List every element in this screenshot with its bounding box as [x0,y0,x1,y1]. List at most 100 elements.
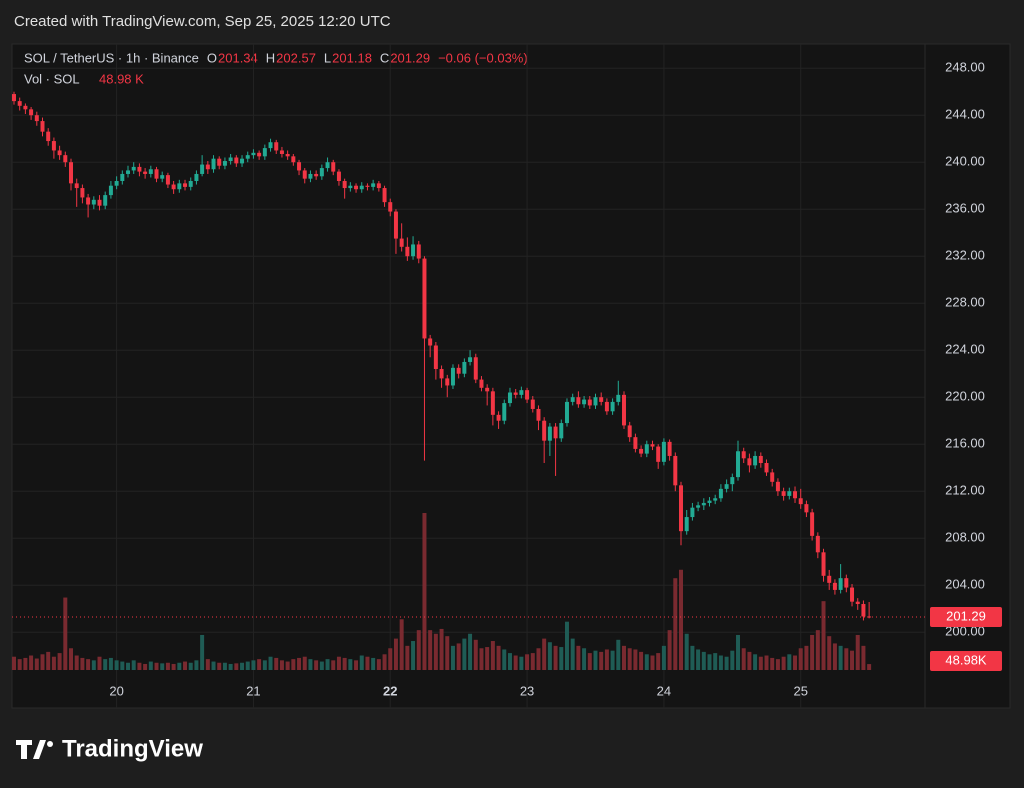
volume-bar [308,659,313,670]
candle-body [200,164,205,174]
volume-bar [63,597,68,670]
volume-bar [148,661,153,670]
candle-body [388,202,393,212]
volume-bar [342,657,347,670]
volume-bar [314,660,319,670]
last-price-label: 201.29 [946,608,986,623]
volume-bar [616,639,621,670]
volume-bar [433,633,438,670]
volume-bar [97,656,102,670]
volume-bar [405,645,410,670]
candle-body [559,423,564,439]
candle-body [302,170,307,179]
candle-body [747,458,752,466]
volume-bar [690,645,695,670]
volume-bar [559,647,564,670]
candle-body [713,498,718,501]
volume-axis-label: 48.98K [945,652,987,667]
volume-bar [393,638,398,670]
candle-body [359,185,364,190]
volume-bar [194,660,199,670]
candle-body [673,455,678,486]
volume-bar [741,648,746,670]
volume-bar [644,654,649,670]
candle-body [240,158,245,164]
volume-bar [262,660,267,670]
volume-bar [177,662,182,670]
candle-body [485,387,490,392]
volume-bar [51,656,56,670]
brand-icon [16,740,46,759]
volume-bar [485,647,490,670]
candle-body [445,378,450,386]
candle-body [365,185,370,187]
volume-bar [736,634,741,670]
y-tick-label: 208.00 [945,530,985,545]
chart-frame [11,43,1011,709]
candle-body [331,162,336,172]
candle-body [639,448,644,454]
candle-body [177,183,182,190]
candle-body [422,258,427,339]
candle-body [468,357,473,362]
candle-body [439,369,444,379]
candle-body [69,162,73,184]
volume-bar [462,638,467,670]
volume-bar [661,645,666,670]
candle-body [730,477,735,485]
volume-bar [428,630,433,670]
volume-bar [861,645,866,670]
brand-icon-dot [47,741,53,747]
candle-body [861,604,866,617]
brand-name: TradingView [62,735,203,762]
volume-bar [297,657,302,670]
candle-body [34,115,39,122]
volume-bar [758,656,763,670]
ohlc-value: 202.57 [276,50,316,65]
volume-bar [57,653,62,670]
volume-bar [610,650,615,670]
candle-body [542,420,547,441]
candle-body [257,152,262,157]
candle-body [131,166,136,171]
volume-bar [753,654,758,670]
volume-bar [371,657,376,670]
candle-body [291,156,296,163]
candle-body [582,399,587,405]
candle-body [793,491,798,499]
candle-body [644,444,649,454]
candle-body [525,390,530,400]
candle-body [661,441,666,462]
volume-bar [257,659,262,670]
candle-body [325,162,330,169]
volume-bar [69,648,73,670]
volume-bar [439,628,444,670]
candle-body [593,397,598,406]
volume-bar [507,653,512,670]
candle-body [764,463,769,473]
y-tick-label: 248.00 [945,60,985,75]
volume-bar [656,653,661,670]
volume-bar [815,630,820,670]
volume-bar [519,656,524,670]
x-tick-label: 20 [109,683,123,698]
candle-body [679,485,683,532]
candle-body [770,472,775,482]
candle-body [51,141,56,151]
candle-body [23,105,28,110]
volume-bar [604,649,609,670]
volume-bar [547,642,552,670]
candle-body [205,164,210,170]
candle-body [114,181,119,186]
volume-bar [240,662,245,670]
volume-bar [336,656,341,670]
volume-bar [165,662,170,670]
candle-body [188,181,193,187]
x-tick-label: 22 [383,683,397,698]
volume-bar [348,659,353,670]
candle-body [570,397,575,402]
volume-bar [479,648,484,670]
candle-body [57,150,62,156]
volume-bar [217,662,222,670]
volume-bar [354,660,359,670]
